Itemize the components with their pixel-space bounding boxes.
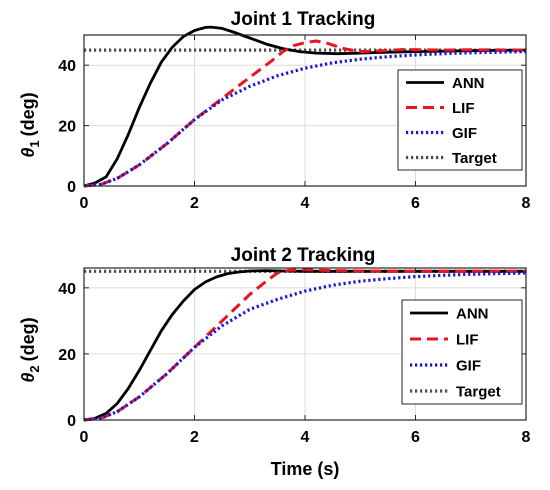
legend-label-lif: LIF <box>452 100 475 117</box>
legend-label-ann: ANN <box>456 306 489 323</box>
svg-text:θ2(deg): θ2 (deg) <box>18 317 42 382</box>
y-axis-unit: (deg) <box>18 92 38 136</box>
legend: ANN LIF GIF Target <box>397 69 523 171</box>
x-tick-label: 0 <box>80 429 89 446</box>
y-axis-symbol: θ <box>18 373 38 383</box>
x-tick-label: 8 <box>522 195 531 212</box>
svg-text:θ1(deg): θ1 (deg) <box>18 92 42 157</box>
y-tick-label: 40 <box>58 58 76 75</box>
y-axis-subscript: 2 <box>27 365 42 372</box>
subplot-joint2: Joint 2 Tracking θ2(deg) Time (s) 0 2 4 6 80… <box>18 245 531 479</box>
series-line-lif <box>83 268 526 422</box>
y-axis-symbol: θ <box>18 148 38 158</box>
y-tick-label: 0 <box>67 413 76 430</box>
y-tick-label: 0 <box>67 179 76 196</box>
legend-label-target: Target <box>456 384 501 401</box>
y-axis-label: θ1 (deg) <box>18 92 42 157</box>
legend-box <box>401 299 523 405</box>
chart-title: Joint 1 Tracking <box>231 9 376 30</box>
x-tick-label: 0 <box>80 195 89 212</box>
legend-box <box>397 69 523 171</box>
y-tick-label: 20 <box>58 347 76 364</box>
x-tick-label: 6 <box>411 429 420 446</box>
subplot-joint1: Joint 1 Tracking θ1 (deg) 0 2 4 6 8 0 20 40 ANN L… <box>18 9 531 212</box>
legend-label-target: Target <box>452 150 497 167</box>
legend-label-gif: GIF <box>456 358 481 375</box>
chart-title: Joint 2 Tracking <box>231 245 376 266</box>
legend-label-gif: GIF <box>452 125 477 142</box>
series-line-gif <box>83 271 527 422</box>
legend-label-ann: ANN <box>452 75 485 92</box>
legend: ANN LIF GIF Target <box>401 299 523 405</box>
x-tick-label: 4 <box>301 195 310 212</box>
x-tick-label: 8 <box>522 429 531 446</box>
x-tick-label: 4 <box>301 429 310 446</box>
x-tick-label: 2 <box>190 195 199 212</box>
y-axis-unit: (deg) <box>18 317 38 361</box>
x-tick-label: 6 <box>411 195 420 212</box>
y-axis-label: θ2 (deg) <box>18 317 42 382</box>
series-line-gif <box>83 50 527 188</box>
x-axis-label: Time (s) <box>271 459 340 479</box>
x-tick-label: 2 <box>190 429 199 446</box>
y-axis-subscript: 1 <box>27 140 42 147</box>
y-tick-label: 40 <box>58 281 76 298</box>
y-tick-label: 20 <box>58 119 76 136</box>
series-line-ann <box>83 25 527 188</box>
legend-label-lif: LIF <box>456 332 479 349</box>
